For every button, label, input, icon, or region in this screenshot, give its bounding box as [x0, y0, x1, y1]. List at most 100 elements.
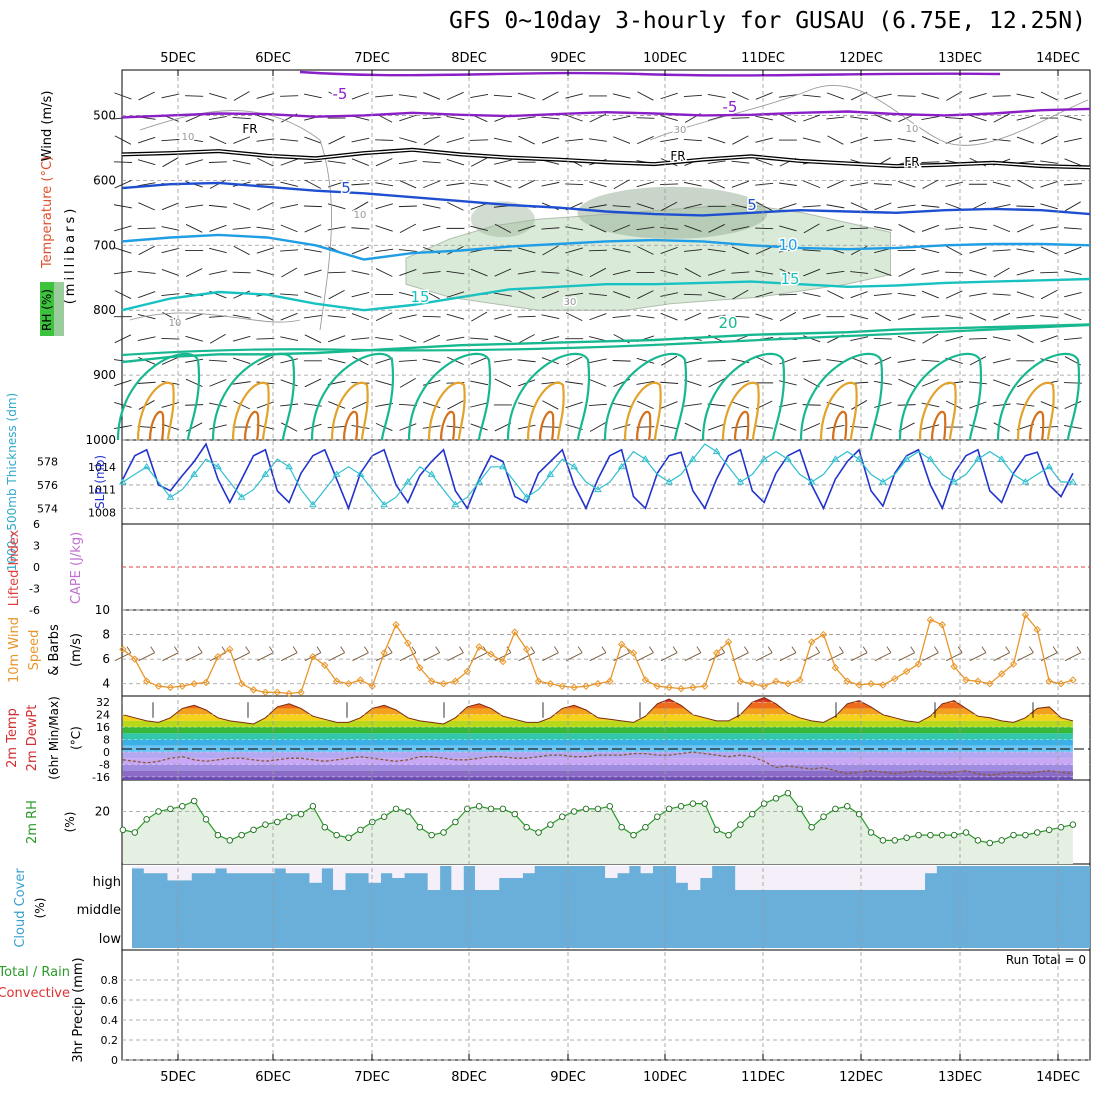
- wind-barb: [470, 202, 488, 210]
- wind-barb: [755, 182, 774, 186]
- wind10-point: [1021, 611, 1030, 619]
- wind-barb: [518, 135, 535, 145]
- wind-barb: [161, 247, 180, 254]
- wind-barb: [969, 312, 987, 321]
- isotherm-cell: [310, 352, 395, 441]
- wind10-barb: [755, 652, 773, 662]
- cloud-clear-high: [321, 866, 334, 869]
- rh2m-point: [760, 800, 768, 807]
- wind-barb: [588, 293, 607, 296]
- wind10-barb-tick: [1005, 646, 1011, 653]
- wind-barb: [303, 160, 322, 164]
- wind-tick-label: 6: [102, 652, 110, 666]
- wind10-barb-tick: [886, 646, 892, 653]
- wind-barb: [280, 204, 299, 209]
- wind-barb: [517, 92, 536, 100]
- temp-tick-label: 8: [103, 734, 110, 747]
- wind10-barb-tick: [340, 646, 346, 653]
- wind-barb: [517, 116, 536, 120]
- cloud-level-label: low: [99, 932, 122, 947]
- rh2m-point: [452, 818, 459, 826]
- wind-barb: [922, 333, 939, 344]
- wind-barb: [874, 356, 892, 365]
- wind-barb: [684, 203, 702, 209]
- wind-barb: [303, 248, 322, 253]
- wind-barb: [613, 291, 631, 299]
- isotherm-cell: [930, 410, 947, 441]
- wind-barb: [803, 223, 820, 234]
- wind10-barb: [423, 652, 440, 662]
- cloud-clear-high: [912, 866, 926, 890]
- wind10-point: [534, 677, 543, 685]
- wind-barb: [588, 403, 607, 407]
- rh2m-point: [689, 800, 697, 807]
- wind-barb: [565, 356, 583, 366]
- wind10-point: [570, 683, 578, 692]
- wind-barb: [1040, 335, 1058, 343]
- wind-barb: [684, 267, 702, 278]
- wind-barb: [138, 357, 156, 365]
- rh2m-point: [214, 831, 222, 839]
- wind-barb: [232, 381, 251, 385]
- wind10-point: [190, 680, 198, 688]
- day-tick-label-top: 5DEC: [160, 51, 196, 66]
- wind-barb: [565, 114, 583, 122]
- wind-barb: [612, 248, 631, 253]
- isotherm-cell: [996, 352, 1081, 441]
- wind-barb: [1040, 315, 1059, 319]
- cloud-clear-high: [404, 866, 417, 874]
- wind10-point: [309, 652, 317, 661]
- wind-barb: [897, 181, 916, 188]
- wind-barb: [589, 224, 607, 233]
- slp-point: [285, 462, 294, 470]
- wind10-point: [784, 680, 792, 688]
- cloud-clear-high: [356, 866, 370, 874]
- temp-band: [122, 764, 1073, 771]
- temp-tick-label: 24: [96, 709, 110, 722]
- rh2m-point: [190, 797, 198, 805]
- wind-barb: [304, 269, 322, 276]
- wind10-barb-tick: [720, 646, 726, 653]
- wind-barb: [968, 226, 987, 231]
- wind-barb: [375, 357, 393, 365]
- wind-barb: [779, 380, 797, 386]
- contour-label: 10: [778, 236, 797, 254]
- wind-barb: [707, 136, 726, 144]
- wind10-barb: [922, 652, 939, 662]
- pressure-tick-label: 600: [93, 173, 116, 187]
- wind-barb: [351, 158, 369, 166]
- wind-barb: [1064, 400, 1082, 410]
- wind-barb: [375, 248, 394, 253]
- wind-barb: [256, 337, 275, 340]
- wind10-barb: [660, 652, 678, 662]
- lifted-index-tick-label: 0: [33, 561, 40, 574]
- wind-barb: [636, 314, 655, 319]
- wind-barb: [707, 160, 726, 164]
- precip-tick-label: 0.4: [101, 1014, 119, 1027]
- pressure-tick-label: 800: [93, 303, 116, 317]
- wind10-point: [451, 677, 460, 685]
- wind10-point: [1057, 680, 1065, 688]
- rh2m-point: [844, 803, 851, 810]
- wind-barb: [351, 270, 370, 275]
- rh2m-point: [274, 818, 281, 826]
- wind-barb: [209, 379, 227, 387]
- wind10-point: [891, 675, 899, 683]
- wind-barb: [660, 401, 678, 409]
- wind-barb: [1064, 137, 1082, 143]
- isotherm-cell: [526, 381, 565, 441]
- cloud-clear-high: [285, 866, 299, 874]
- temp-band: [122, 708, 1073, 715]
- wind-barb: [352, 201, 369, 212]
- isotherm-cell: [1016, 381, 1055, 441]
- wind-barb: [755, 158, 773, 166]
- wind-barb: [232, 271, 251, 274]
- day-tick-label-top: 8DEC: [451, 51, 487, 66]
- wind-barb: [137, 425, 156, 429]
- wind10-speed-line: [122, 613, 1074, 695]
- slp-point: [404, 478, 412, 485]
- contour-label: 30: [564, 297, 577, 308]
- rh2m-point: [321, 824, 329, 831]
- wind-barb: [969, 269, 987, 276]
